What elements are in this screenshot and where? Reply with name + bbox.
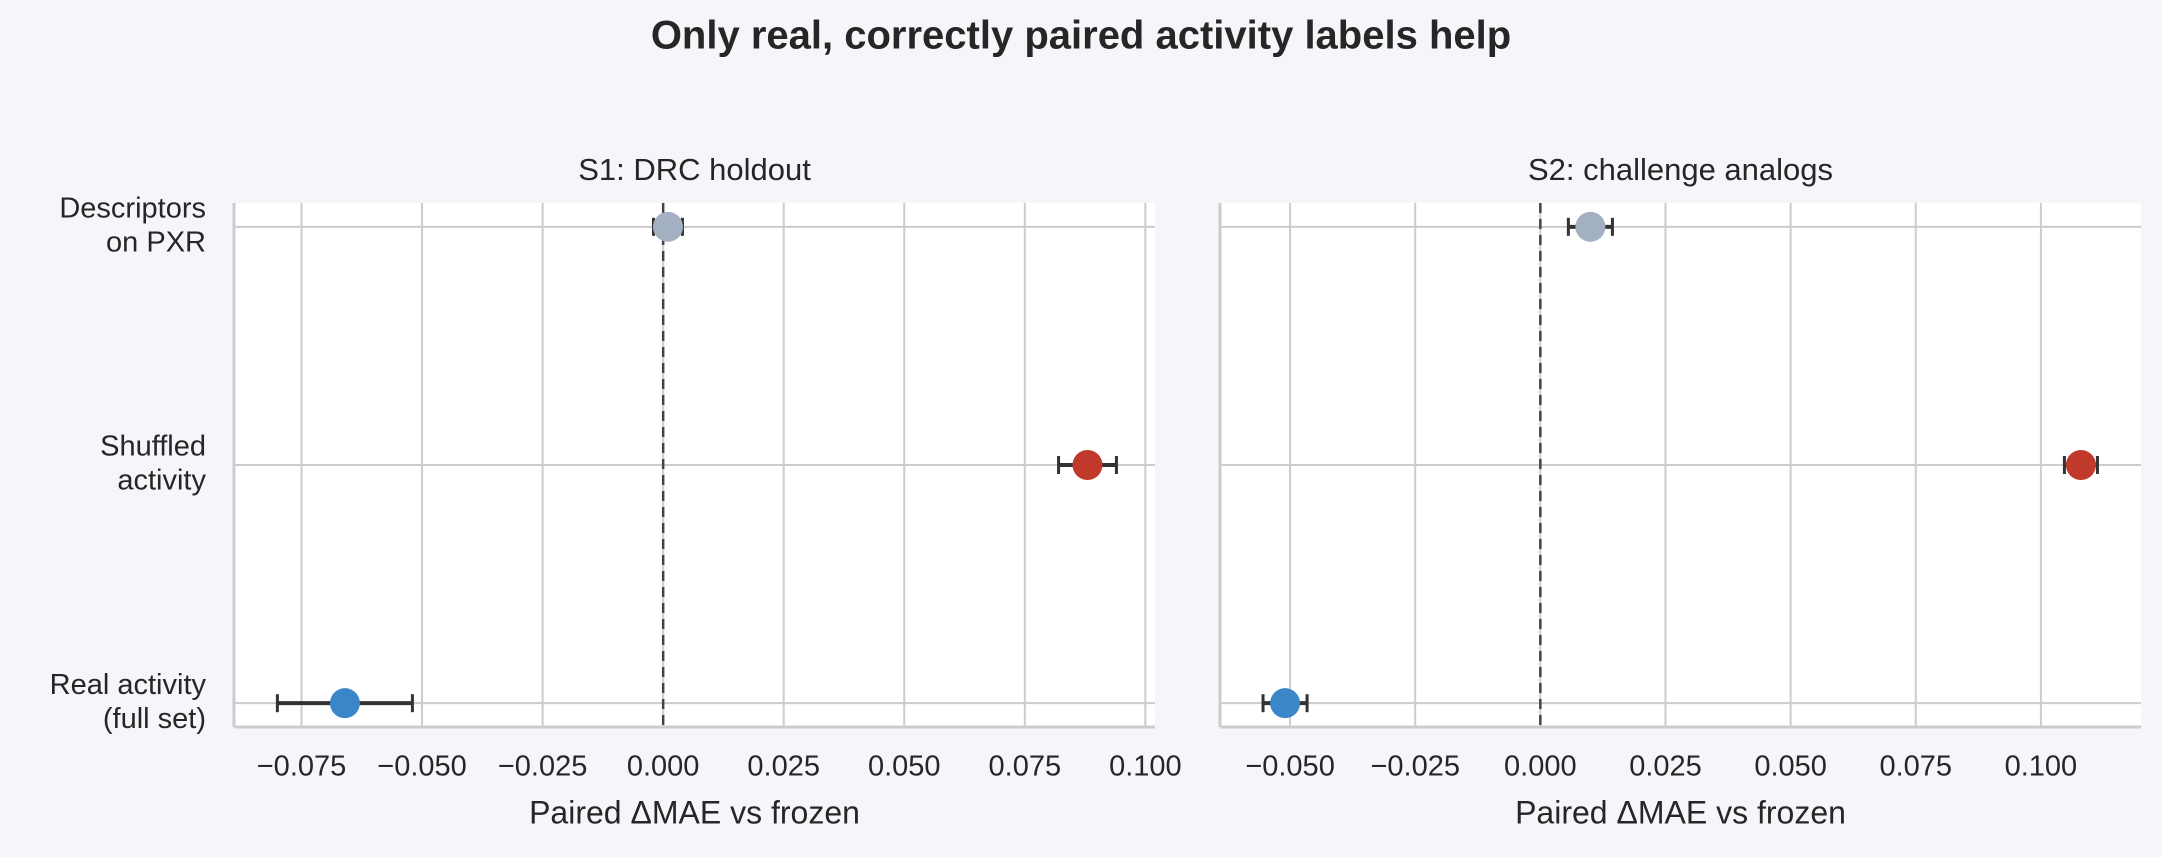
point bbox=[652, 211, 683, 242]
point bbox=[1270, 688, 1301, 719]
x-tick-label: −0.025 bbox=[498, 751, 588, 783]
x-tick-label: 0.100 bbox=[2005, 751, 2078, 783]
x-tick-label: 0.025 bbox=[747, 751, 820, 783]
panel-title: S2: challenge analogs bbox=[1528, 152, 1833, 187]
x-tick-label: 0.025 bbox=[1629, 751, 1702, 783]
x-tick-label: 0.075 bbox=[989, 751, 1062, 783]
x-tick-label: −0.075 bbox=[257, 751, 347, 783]
x-tick-label: −0.025 bbox=[1370, 751, 1460, 783]
y-tick-label: on PXR bbox=[106, 226, 206, 258]
point bbox=[1575, 211, 1606, 242]
x-tick-label: −0.050 bbox=[377, 751, 467, 783]
y-tick-label: (full set) bbox=[103, 703, 206, 735]
y-tick-label: Real activity bbox=[50, 669, 207, 701]
y-tick-label: Shuffled bbox=[100, 431, 206, 463]
x-axis-label: Paired ΔMAE vs frozen bbox=[529, 794, 860, 830]
y-tick-label: Descriptors bbox=[59, 192, 206, 224]
x-tick-label: 0.075 bbox=[1879, 751, 1952, 783]
point bbox=[1072, 450, 1103, 480]
x-tick-label: 0.050 bbox=[1754, 751, 1827, 783]
x-tick-label: 0.000 bbox=[1504, 751, 1577, 783]
x-tick-label: −0.050 bbox=[1245, 751, 1335, 783]
chart-title: Only real, correctly paired activity lab… bbox=[651, 14, 1511, 58]
x-tick-label: 0.000 bbox=[627, 751, 700, 783]
x-tick-label: 0.050 bbox=[868, 751, 941, 783]
point bbox=[2065, 450, 2096, 480]
y-tick-label: activity bbox=[117, 465, 206, 497]
panel-title: S1: DRC holdout bbox=[578, 152, 811, 187]
x-axis-label: Paired ΔMAE vs frozen bbox=[1515, 794, 1846, 830]
point bbox=[329, 688, 360, 719]
x-tick-label: 0.100 bbox=[1109, 751, 1182, 783]
